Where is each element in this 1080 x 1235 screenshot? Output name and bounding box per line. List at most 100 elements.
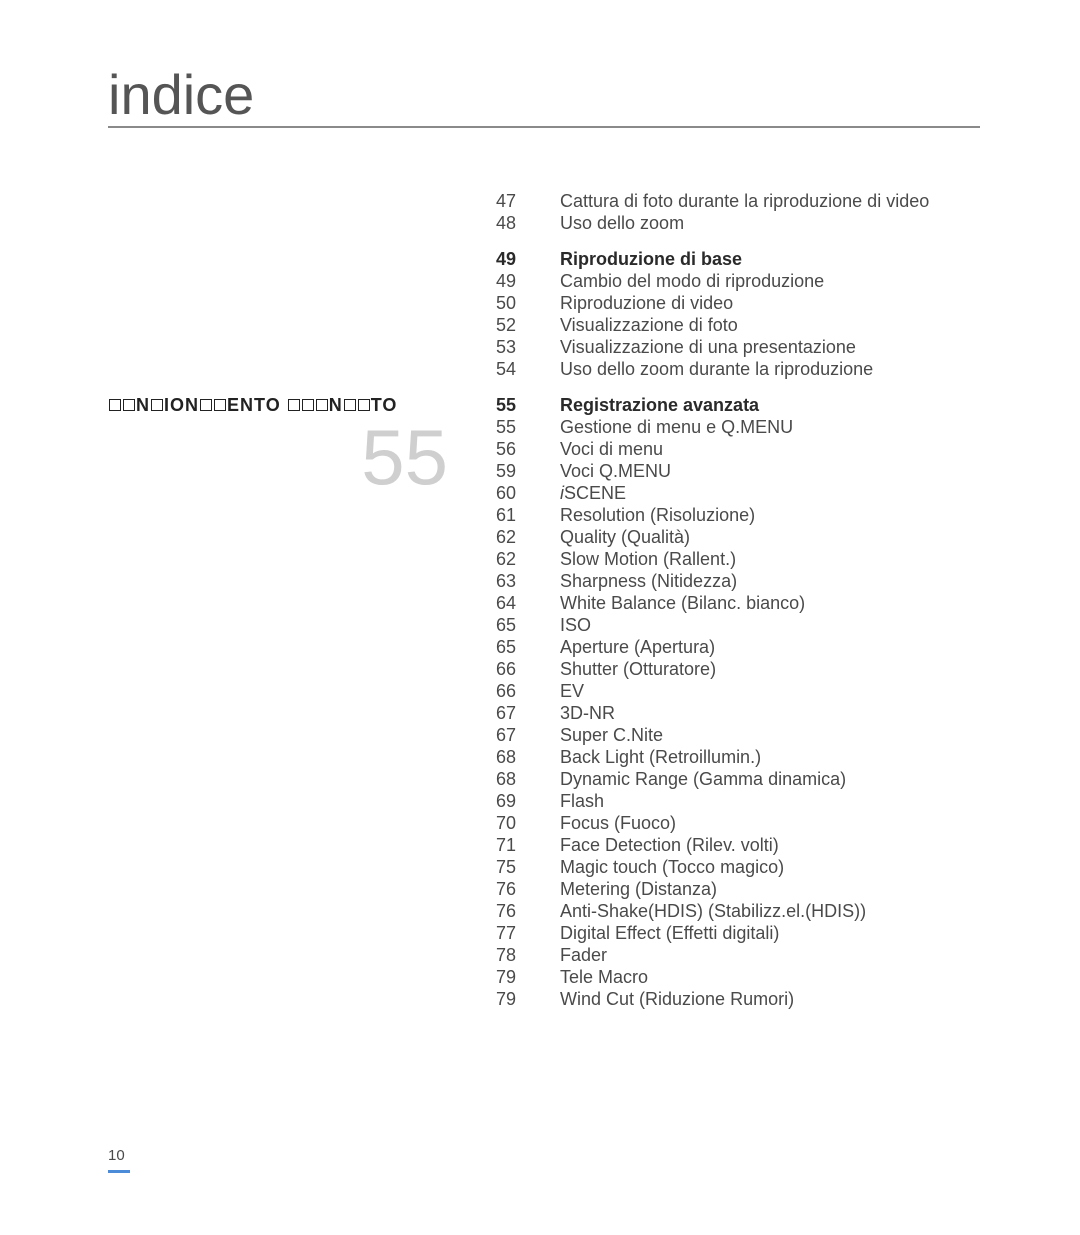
toc-text: Slow Motion (Rallent.) — [560, 548, 1080, 570]
toc-row: 66EV — [0, 680, 1080, 702]
toc-page: 77 — [0, 922, 560, 944]
toc-page: 79 — [0, 988, 560, 1010]
toc-page: 53 — [0, 336, 560, 358]
toc-row: 64White Balance (Bilanc. bianco) — [0, 592, 1080, 614]
toc-page: 78 — [0, 944, 560, 966]
toc-row: 79Wind Cut (Riduzione Rumori) — [0, 988, 1080, 1010]
toc-text: Anti-Shake(HDIS) (Stabilizz.el.(HDIS)) — [560, 900, 1080, 922]
big-number: 55 — [108, 418, 448, 496]
toc-text: Cattura di foto durante la riproduzione … — [560, 190, 1080, 212]
section-header-riproduzione: 49 Riproduzione di base — [0, 248, 1080, 270]
toc-text: Cambio del modo di riproduzione — [560, 270, 1080, 292]
toc-page: 70 — [0, 812, 560, 834]
page: indice 47Cattura di foto durante la ripr… — [0, 0, 1080, 1235]
toc-page: 62 — [0, 548, 560, 570]
toc-text: Focus (Fuoco) — [560, 812, 1080, 834]
toc-page: 67 — [0, 702, 560, 724]
page-number: 10 — [108, 1147, 130, 1173]
section-header-text: Registrazione avanzata — [560, 394, 1080, 416]
toc-page: 47 — [0, 190, 560, 212]
toc-text: Super C.Nite — [560, 724, 1080, 746]
toc-text: Aperture (Apertura) — [560, 636, 1080, 658]
toc-text: Visualizzazione di una presentazione — [560, 336, 1080, 358]
toc-row: 77Digital Effect (Effetti digitali) — [0, 922, 1080, 944]
toc-row: 62Quality (Qualità) — [0, 526, 1080, 548]
toc-page: 76 — [0, 900, 560, 922]
title-rule: indice — [108, 64, 980, 128]
toc-text: Sharpness (Nitidezza) — [560, 570, 1080, 592]
toc-text: Voci di menu — [560, 438, 1080, 460]
toc-row: 78Fader — [0, 944, 1080, 966]
toc-page: 76 — [0, 878, 560, 900]
toc-page: 50 — [0, 292, 560, 314]
toc-page: 65 — [0, 636, 560, 658]
content-area: 47Cattura di foto durante la riproduzion… — [0, 190, 1080, 1010]
toc-page: 66 — [0, 658, 560, 680]
section-header-page: 49 — [0, 248, 560, 270]
toc-row: 65ISO — [0, 614, 1080, 636]
toc-page: 79 — [0, 966, 560, 988]
gap — [0, 380, 1080, 394]
toc-row: 66Shutter (Otturatore) — [0, 658, 1080, 680]
toc-page: 68 — [0, 768, 560, 790]
toc-text: Metering (Distanza) — [560, 878, 1080, 900]
toc-page: 69 — [0, 790, 560, 812]
toc-row: 673D-NR — [0, 702, 1080, 724]
toc-text: Flash — [560, 790, 1080, 812]
gap — [0, 234, 1080, 248]
toc-text: Wind Cut (Riduzione Rumori) — [560, 988, 1080, 1010]
toc-page: 68 — [0, 746, 560, 768]
toc-text: Fader — [560, 944, 1080, 966]
toc-row: 62Slow Motion (Rallent.) — [0, 548, 1080, 570]
toc-row: 65Aperture (Apertura) — [0, 636, 1080, 658]
toc-row: 68Back Light (Retroillumin.) — [0, 746, 1080, 768]
toc-page: 66 — [0, 680, 560, 702]
toc-row: 61Resolution (Risoluzione) — [0, 504, 1080, 526]
toc-row: 68Dynamic Range (Gamma dinamica) — [0, 768, 1080, 790]
toc-text: Resolution (Risoluzione) — [560, 504, 1080, 526]
toc-text: Shutter (Otturatore) — [560, 658, 1080, 680]
toc-text: Dynamic Range (Gamma dinamica) — [560, 768, 1080, 790]
toc-text: 3D-NR — [560, 702, 1080, 724]
toc-text: iSCENE — [560, 482, 1080, 504]
section-riproduzione-items: 49Cambio del modo di riproduzione50Ripro… — [0, 270, 1080, 380]
toc-row: 48Uso dello zoom — [0, 212, 1080, 234]
toc-text: Face Detection (Rilev. volti) — [560, 834, 1080, 856]
toc-page: 63 — [0, 570, 560, 592]
toc-page: 61 — [0, 504, 560, 526]
toc-page: 54 — [0, 358, 560, 380]
toc-row: 63Sharpness (Nitidezza) — [0, 570, 1080, 592]
toc-text: Back Light (Retroillumin.) — [560, 746, 1080, 768]
toc-text: Gestione di menu e Q.MENU — [560, 416, 1080, 438]
toc-text: Uso dello zoom durante la riproduzione — [560, 358, 1080, 380]
toc-text: Visualizzazione di foto — [560, 314, 1080, 336]
toc-text: ISO — [560, 614, 1080, 636]
toc-row: 69Flash — [0, 790, 1080, 812]
toc-text: Quality (Qualità) — [560, 526, 1080, 548]
section-header-text: Riproduzione di base — [560, 248, 1080, 270]
toc-row: 76Anti-Shake(HDIS) (Stabilizz.el.(HDIS)) — [0, 900, 1080, 922]
toc-page: 75 — [0, 856, 560, 878]
toc-text: Magic touch (Tocco magico) — [560, 856, 1080, 878]
toc-row: 71Face Detection (Rilev. volti) — [0, 834, 1080, 856]
toc-text: White Balance (Bilanc. bianco) — [560, 592, 1080, 614]
section-intro: 47Cattura di foto durante la riproduzion… — [0, 190, 1080, 234]
section-registrazione-items: 55Gestione di menu e Q.MENU56Voci di men… — [0, 416, 1080, 1010]
toc-row: 52Visualizzazione di foto — [0, 314, 1080, 336]
page-title: indice — [108, 64, 980, 126]
toc-row: 54Uso dello zoom durante la riproduzione — [0, 358, 1080, 380]
toc-text: Digital Effect (Effetti digitali) — [560, 922, 1080, 944]
toc-text: Tele Macro — [560, 966, 1080, 988]
toc-text: Riproduzione di video — [560, 292, 1080, 314]
toc-row: 67Super C.Nite — [0, 724, 1080, 746]
toc-page: 49 — [0, 270, 560, 292]
toc-page: 48 — [0, 212, 560, 234]
toc-row: 53Visualizzazione di una presentazione — [0, 336, 1080, 358]
toc-page: 64 — [0, 592, 560, 614]
section-registrazione: NIONENTO NTO 55 55 Registrazione avanzat… — [0, 394, 1080, 1010]
toc-text: Uso dello zoom — [560, 212, 1080, 234]
toc-page: 65 — [0, 614, 560, 636]
toc-text: Voci Q.MENU — [560, 460, 1080, 482]
toc-row: 79Tele Macro — [0, 966, 1080, 988]
toc-row: 49Cambio del modo di riproduzione — [0, 270, 1080, 292]
